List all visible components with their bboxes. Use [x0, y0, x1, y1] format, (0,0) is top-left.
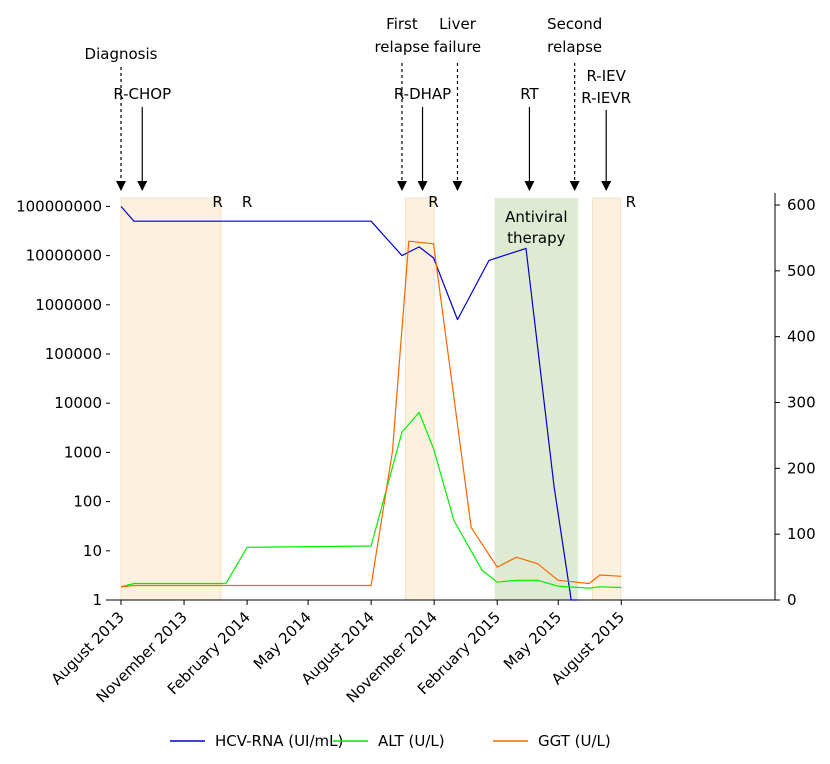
series-line-0 [120, 206, 578, 601]
left-y-tick-label: 1 [92, 591, 102, 609]
left-y-tick-label: 10000 [54, 394, 102, 412]
event-label-line-2: First [386, 15, 418, 33]
shaded-region-2 [494, 198, 579, 600]
event-label-line-1: R-CHOP [113, 85, 171, 103]
shaded-region-3 [591, 197, 622, 601]
right-y-tick-label: 400 [787, 328, 816, 346]
antiviral-label-line: Antiviral [505, 208, 567, 226]
series-line-1 [120, 411, 622, 589]
event-label-line-4: failure [434, 38, 481, 56]
right-y-tick-label: 500 [787, 262, 816, 280]
legend-label-0: HCV-RNA (UI/mL) [215, 732, 343, 750]
right-y-tick-label: 300 [787, 394, 816, 412]
event-label-line-3: R-DHAP [394, 85, 451, 103]
legend-label-1: ALT (U/L) [378, 732, 445, 750]
left-y-tick-label: 1000000 [35, 296, 102, 314]
right-y-tick-label: 100 [787, 525, 816, 543]
event-label-line-2: relapse [374, 38, 429, 56]
event-label-line-0: Diagnosis [85, 45, 158, 63]
left-y-tick-label: 100 [73, 493, 102, 511]
r-marker-0: R [212, 193, 222, 211]
x-tick-label: May 2015 [500, 608, 565, 673]
r-marker-3: R [626, 193, 636, 211]
event-label-line-6: Second [547, 15, 602, 33]
legend-label-2: GGT (U/L) [538, 732, 611, 750]
right-y-tick-label: 600 [787, 196, 816, 214]
antiviral-label-line: therapy [507, 229, 565, 247]
left-y-tick-label: 10000000 [26, 247, 102, 265]
right-y-tick-label: 200 [787, 459, 816, 477]
left-y-tick-label: 100000 [45, 345, 102, 363]
x-tick-label: May 2014 [250, 608, 315, 673]
event-label-line-7: R-IEV [586, 67, 626, 85]
right-y-tick-label: 0 [787, 591, 797, 609]
event-label-line-4: Liver [439, 15, 477, 33]
shaded-region-0 [120, 197, 222, 601]
r-marker-2: R [428, 193, 438, 211]
left-y-tick-label: 100000000 [16, 197, 102, 215]
event-label-line-5: RT [520, 85, 539, 103]
left-y-tick-label: 10 [83, 542, 102, 560]
shaded-region-1 [404, 197, 435, 601]
left-y-tick-label: 1000 [64, 443, 102, 461]
r-marker-1: R [242, 193, 252, 211]
event-label-line-6: relapse [547, 38, 602, 56]
event-label-line-7: R-IEVR [581, 89, 631, 107]
series-line-2 [120, 240, 622, 588]
